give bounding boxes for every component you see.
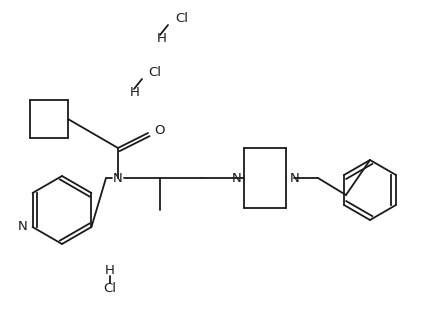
- Text: N: N: [113, 171, 123, 185]
- Text: N: N: [290, 171, 300, 185]
- Text: Cl: Cl: [148, 66, 161, 78]
- Text: Cl: Cl: [104, 282, 117, 295]
- Text: H: H: [105, 264, 115, 277]
- Text: O: O: [155, 124, 165, 138]
- Text: N: N: [18, 220, 27, 233]
- Text: N: N: [232, 171, 242, 185]
- Text: H: H: [130, 85, 140, 99]
- Text: H: H: [157, 32, 167, 44]
- Text: Cl: Cl: [175, 12, 188, 25]
